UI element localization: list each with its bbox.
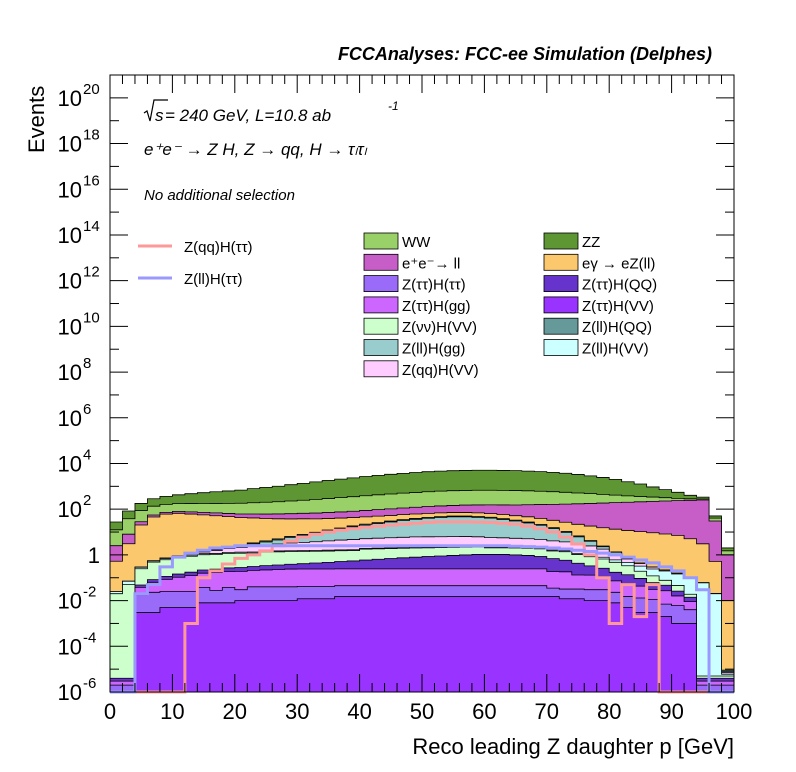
x-tick-label: 30 bbox=[285, 699, 309, 724]
y-tick-label: 10 bbox=[58, 223, 82, 248]
x-tick-label: 60 bbox=[472, 699, 496, 724]
x-tick-label: 0 bbox=[104, 699, 116, 724]
legend-swatch bbox=[363, 317, 399, 335]
legend-swatch bbox=[363, 296, 399, 314]
y-tick-exponent: 2 bbox=[83, 492, 91, 509]
selection-annotation: No additional selection bbox=[144, 187, 295, 204]
y-tick-exponent: -4 bbox=[83, 629, 96, 646]
legend-swatch bbox=[543, 253, 579, 271]
legend-line-label: Z(ll)H(ττ) bbox=[184, 271, 243, 288]
line-histograms bbox=[110, 520, 734, 694]
legend-label: Z(qq)H(VV) bbox=[402, 362, 479, 379]
process-annotation: e⁺e⁻ → Z H, Z → qq, H → τₗτₗ bbox=[144, 140, 368, 159]
legend-label: e⁺e⁻→ ll bbox=[402, 255, 460, 272]
y-tick-exponent: -2 bbox=[83, 584, 96, 601]
y-tick-label: 10 bbox=[58, 634, 82, 659]
y-tick-label: 10 bbox=[58, 269, 82, 294]
legend-label: WW bbox=[402, 234, 431, 251]
legend-label: Z(ττ)H(VV) bbox=[582, 298, 654, 315]
sqrt-symbol bbox=[143, 99, 168, 122]
y-tick-exponent: 4 bbox=[83, 446, 91, 463]
y-tick-label: 10 bbox=[58, 86, 82, 111]
x-tick-label: 40 bbox=[347, 699, 371, 724]
y-tick-exponent: 18 bbox=[83, 127, 100, 144]
y-tick-exponent: 10 bbox=[83, 309, 100, 326]
y-tick-exponent: 16 bbox=[83, 172, 100, 189]
y-axis-label: Events bbox=[24, 86, 49, 153]
legend-swatch bbox=[363, 232, 399, 250]
line-Z(qq)H(ττ) bbox=[110, 520, 734, 694]
chart-title: FCCAnalyses: FCC-ee Simulation (Delphes) bbox=[338, 44, 712, 64]
stacked-histograms bbox=[109, 469, 735, 693]
lumi-exponent: -1 bbox=[388, 99, 399, 113]
line-Z(ll)H(ττ) bbox=[110, 544, 734, 694]
x-tick-label: 90 bbox=[659, 699, 683, 724]
legend-swatch bbox=[543, 296, 579, 314]
legend-label: Z(ττ)H(QQ) bbox=[582, 277, 657, 294]
y-tick-exponent: 20 bbox=[83, 81, 100, 98]
legend: WW ZZ e⁺e⁻→ ll eγ → eZ(ll) Z(ττ)H(ττ) Z(ττ)H(… bbox=[138, 232, 657, 379]
legend-swatch bbox=[363, 360, 399, 378]
legend-swatch bbox=[363, 339, 399, 356]
y-tick-exponent: -6 bbox=[83, 675, 96, 692]
legend-swatch bbox=[363, 275, 399, 293]
energy-annotation: s = 240 GeV, L=10.8 ab -1 bbox=[143, 99, 399, 125]
legend-label: Z(νν)H(VV) bbox=[402, 319, 477, 336]
y-tick-label: 10 bbox=[58, 314, 82, 339]
x-tick-label: 70 bbox=[535, 699, 559, 724]
legend-swatch bbox=[543, 275, 579, 293]
x-tick-label: 10 bbox=[160, 699, 184, 724]
legend-label: ZZ bbox=[582, 234, 600, 251]
y-tick-exponent: 8 bbox=[83, 355, 91, 372]
legend-swatch bbox=[363, 253, 399, 271]
legend-swatch bbox=[543, 317, 579, 335]
legend-label: Z(ττ)H(ττ) bbox=[402, 277, 466, 294]
y-tick-label: 10 bbox=[58, 406, 82, 431]
legend-label: Z(ττ)H(gg) bbox=[402, 298, 471, 315]
x-tick-label: 80 bbox=[597, 699, 621, 724]
y-tick-label: 10 bbox=[58, 680, 82, 705]
legend-label: Z(ll)H(VV) bbox=[582, 341, 649, 358]
legend-line-label: Z(qq)H(ττ) bbox=[184, 239, 253, 256]
stack-area-Z(ττ)H(VV) bbox=[110, 596, 734, 693]
y-tick-label: 10 bbox=[58, 589, 82, 614]
y-tick-exponent: 12 bbox=[83, 264, 100, 281]
y-tick-label: 10 bbox=[58, 451, 82, 476]
y-tick-exponent: 14 bbox=[83, 218, 100, 235]
y-tick-label: 10 bbox=[58, 360, 82, 385]
legend-label: Z(ll)H(QQ) bbox=[582, 319, 652, 336]
legend-label: eγ → eZ(ll) bbox=[582, 255, 655, 272]
y-tick-label: 1 bbox=[88, 543, 100, 568]
stack-Z(ττ)H(VV) bbox=[110, 596, 734, 693]
energy-text: = 240 GeV, L=10.8 ab bbox=[165, 106, 331, 125]
x-tick-label: 100 bbox=[716, 699, 753, 724]
legend-label: Z(ll)H(gg) bbox=[402, 341, 465, 358]
y-tick-label: 10 bbox=[58, 497, 82, 522]
y-tick-label: 10 bbox=[58, 132, 82, 157]
y-tick-exponent: 6 bbox=[83, 401, 91, 418]
y-tick-label: 10 bbox=[58, 177, 82, 202]
x-tick-label: 20 bbox=[223, 699, 247, 724]
legend-swatch bbox=[543, 339, 579, 356]
x-tick-label: 50 bbox=[410, 699, 434, 724]
x-axis-label: Reco leading Z daughter p [GeV] bbox=[412, 734, 734, 759]
sqrt-s-text: s bbox=[155, 106, 164, 125]
legend-swatch bbox=[543, 232, 579, 250]
